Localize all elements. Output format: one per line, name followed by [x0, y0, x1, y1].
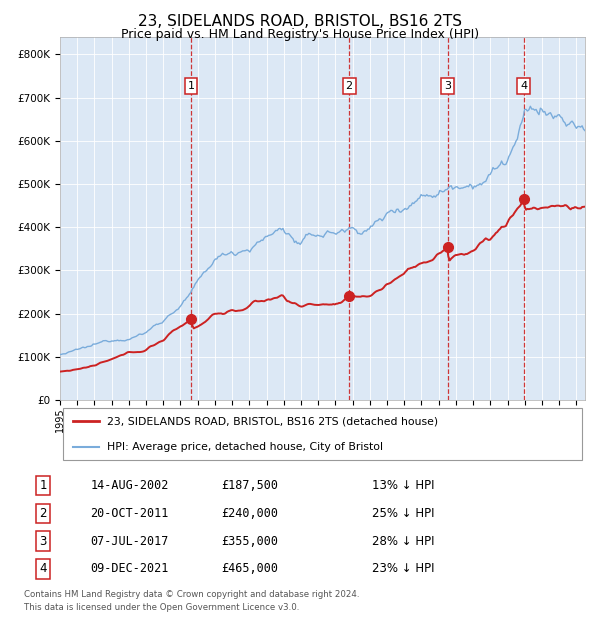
Text: 4: 4	[40, 562, 47, 575]
Text: 20-OCT-2011: 20-OCT-2011	[90, 507, 169, 520]
FancyBboxPatch shape	[62, 409, 583, 459]
Text: 2: 2	[346, 81, 353, 91]
Text: 23, SIDELANDS ROAD, BRISTOL, BS16 2TS: 23, SIDELANDS ROAD, BRISTOL, BS16 2TS	[138, 14, 462, 29]
Text: 4: 4	[520, 81, 527, 91]
Text: 28% ↓ HPI: 28% ↓ HPI	[372, 534, 434, 547]
Text: 13% ↓ HPI: 13% ↓ HPI	[372, 479, 434, 492]
Text: HPI: Average price, detached house, City of Bristol: HPI: Average price, detached house, City…	[107, 442, 383, 452]
Text: Contains HM Land Registry data © Crown copyright and database right 2024.
This d: Contains HM Land Registry data © Crown c…	[24, 590, 359, 612]
Text: 2: 2	[40, 507, 47, 520]
Text: £240,000: £240,000	[221, 507, 278, 520]
Text: 14-AUG-2002: 14-AUG-2002	[90, 479, 169, 492]
Text: 09-DEC-2021: 09-DEC-2021	[90, 562, 169, 575]
Text: 3: 3	[40, 534, 47, 547]
Text: Price paid vs. HM Land Registry's House Price Index (HPI): Price paid vs. HM Land Registry's House …	[121, 28, 479, 41]
Text: £355,000: £355,000	[221, 534, 278, 547]
Text: 25% ↓ HPI: 25% ↓ HPI	[372, 507, 434, 520]
Text: £465,000: £465,000	[221, 562, 278, 575]
Text: 3: 3	[444, 81, 451, 91]
Text: 07-JUL-2017: 07-JUL-2017	[90, 534, 169, 547]
Text: 1: 1	[188, 81, 194, 91]
Text: £187,500: £187,500	[221, 479, 278, 492]
Text: 23% ↓ HPI: 23% ↓ HPI	[372, 562, 434, 575]
Text: 1: 1	[40, 479, 47, 492]
Text: 23, SIDELANDS ROAD, BRISTOL, BS16 2TS (detached house): 23, SIDELANDS ROAD, BRISTOL, BS16 2TS (d…	[107, 416, 439, 426]
